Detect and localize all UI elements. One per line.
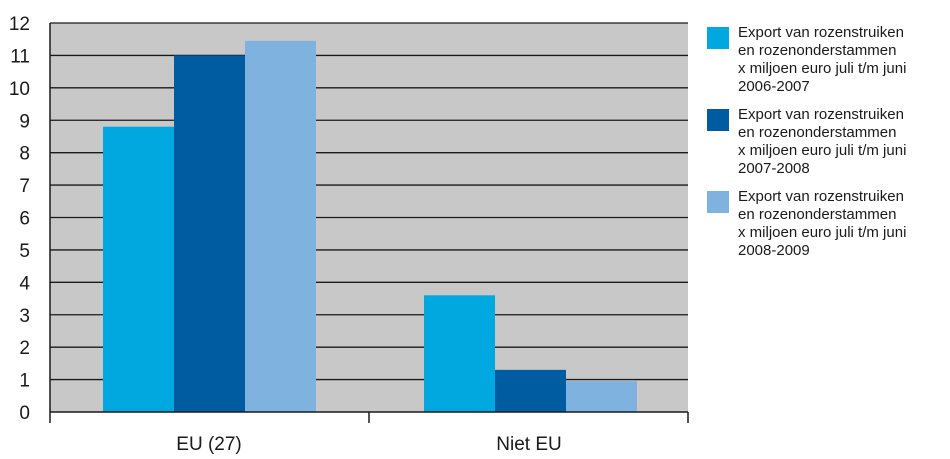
y-tick-label: 4	[19, 273, 30, 294]
y-tick-label: 11	[10, 46, 30, 67]
y-tick-label: 1	[19, 371, 30, 392]
y-tick-label: 7	[19, 176, 30, 197]
bar	[245, 40, 316, 413]
y-tick-label: 12	[9, 14, 30, 35]
legend-label: Export van rozenstruiken en rozenondersta…	[738, 188, 907, 259]
x-axis-labels: EU (27) Niet EU	[176, 434, 561, 455]
legend-item: Export van rozenstruiken en rozenondersta…	[707, 188, 947, 260]
axes	[49, 23, 689, 423]
y-tick-label: 8	[19, 144, 30, 165]
y-tick-label: 0	[19, 403, 30, 424]
legend-swatch	[707, 27, 729, 49]
y-tick-label: 9	[19, 111, 30, 132]
legend-label: Export van rozenstruiken en rozenondersta…	[738, 24, 907, 95]
y-tick-label: 6	[19, 209, 30, 230]
legend-swatch	[707, 109, 729, 131]
bar	[424, 295, 495, 412]
y-tick-label: 10	[9, 79, 30, 100]
y-tick-label: 3	[19, 306, 30, 327]
x-category-label: Niet EU	[496, 434, 561, 455]
x-category-label: EU (27)	[176, 434, 241, 455]
legend-swatch	[707, 191, 729, 213]
legend-item: Export van rozenstruiken en rozenondersta…	[707, 106, 947, 178]
bar	[174, 55, 245, 413]
legend: Export van rozenstruiken en rozenondersta…	[707, 24, 947, 270]
y-tick-label: 2	[19, 338, 30, 359]
legend-label: Export van rozenstruiken en rozenondersta…	[738, 106, 907, 177]
bars	[103, 40, 637, 413]
y-tick-label: 5	[19, 241, 30, 262]
bar	[566, 381, 637, 412]
bar	[103, 126, 174, 412]
legend-item: Export van rozenstruiken en rozenondersta…	[707, 24, 947, 96]
bar	[495, 369, 566, 412]
